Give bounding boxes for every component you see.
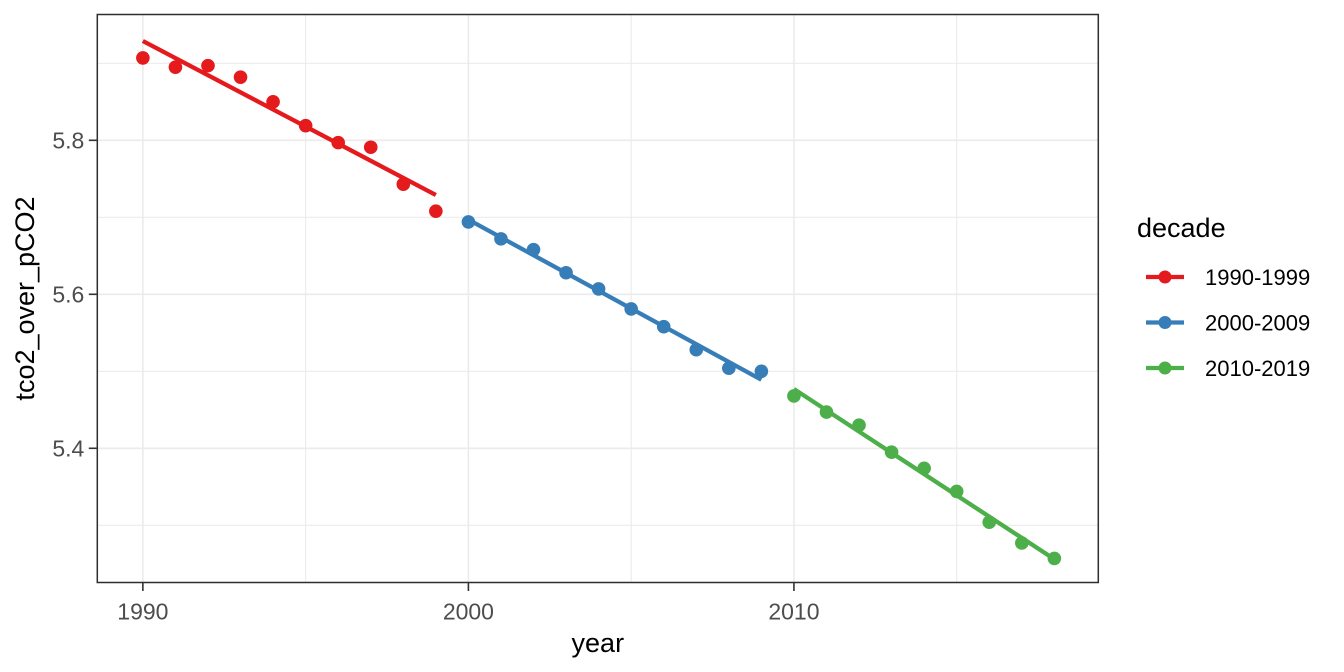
axes: 1990 2000 2010 5.4 5.6 5.8 <box>52 127 819 624</box>
y-tick-label: 5.4 <box>52 435 84 461</box>
legend-key-dot <box>1158 270 1172 284</box>
x-tick-label: 2010 <box>768 599 819 625</box>
trend-line <box>792 387 1056 561</box>
legend-item-1990-1999: 1990-1999 <box>1146 265 1310 290</box>
legend-item-2000-2009: 2000-2009 <box>1146 311 1310 336</box>
data-point <box>168 60 183 74</box>
series-2010-2019 <box>787 387 1062 566</box>
legend-item-label: 2000-2009 <box>1205 311 1310 336</box>
legend-key-dot <box>1158 316 1172 329</box>
y-axis-title: tco2_over_pCO2 <box>10 196 40 400</box>
panel-background <box>97 14 1099 583</box>
y-tick-label: 5.8 <box>52 127 84 153</box>
trend-line <box>141 39 437 197</box>
legend-item-label: 1990-1999 <box>1205 265 1310 290</box>
x-tick-label: 2000 <box>443 599 494 625</box>
x-axis-title: year <box>572 628 625 658</box>
legend: decade 1990-1999 2000-2009 2010-2019 <box>1137 213 1310 381</box>
y-tick-label: 5.6 <box>52 281 84 307</box>
trend-line <box>467 217 763 382</box>
panel-border <box>96 13 1100 584</box>
legend-title: decade <box>1137 213 1226 243</box>
data-point <box>201 58 215 73</box>
series-2000-2009 <box>461 215 769 382</box>
legend-key-dot <box>1158 361 1172 375</box>
series-1990-1999 <box>136 39 443 218</box>
legend-item-label: 2010-2019 <box>1205 356 1310 381</box>
data-point <box>363 140 378 155</box>
minor-gridlines <box>97 14 1099 583</box>
legend-item-2010-2019: 2010-2019 <box>1146 356 1310 381</box>
data-point <box>429 204 443 218</box>
x-tick-label: 1990 <box>117 599 168 625</box>
data-point <box>754 364 769 379</box>
data-point <box>136 51 150 65</box>
data-point <box>233 70 248 84</box>
